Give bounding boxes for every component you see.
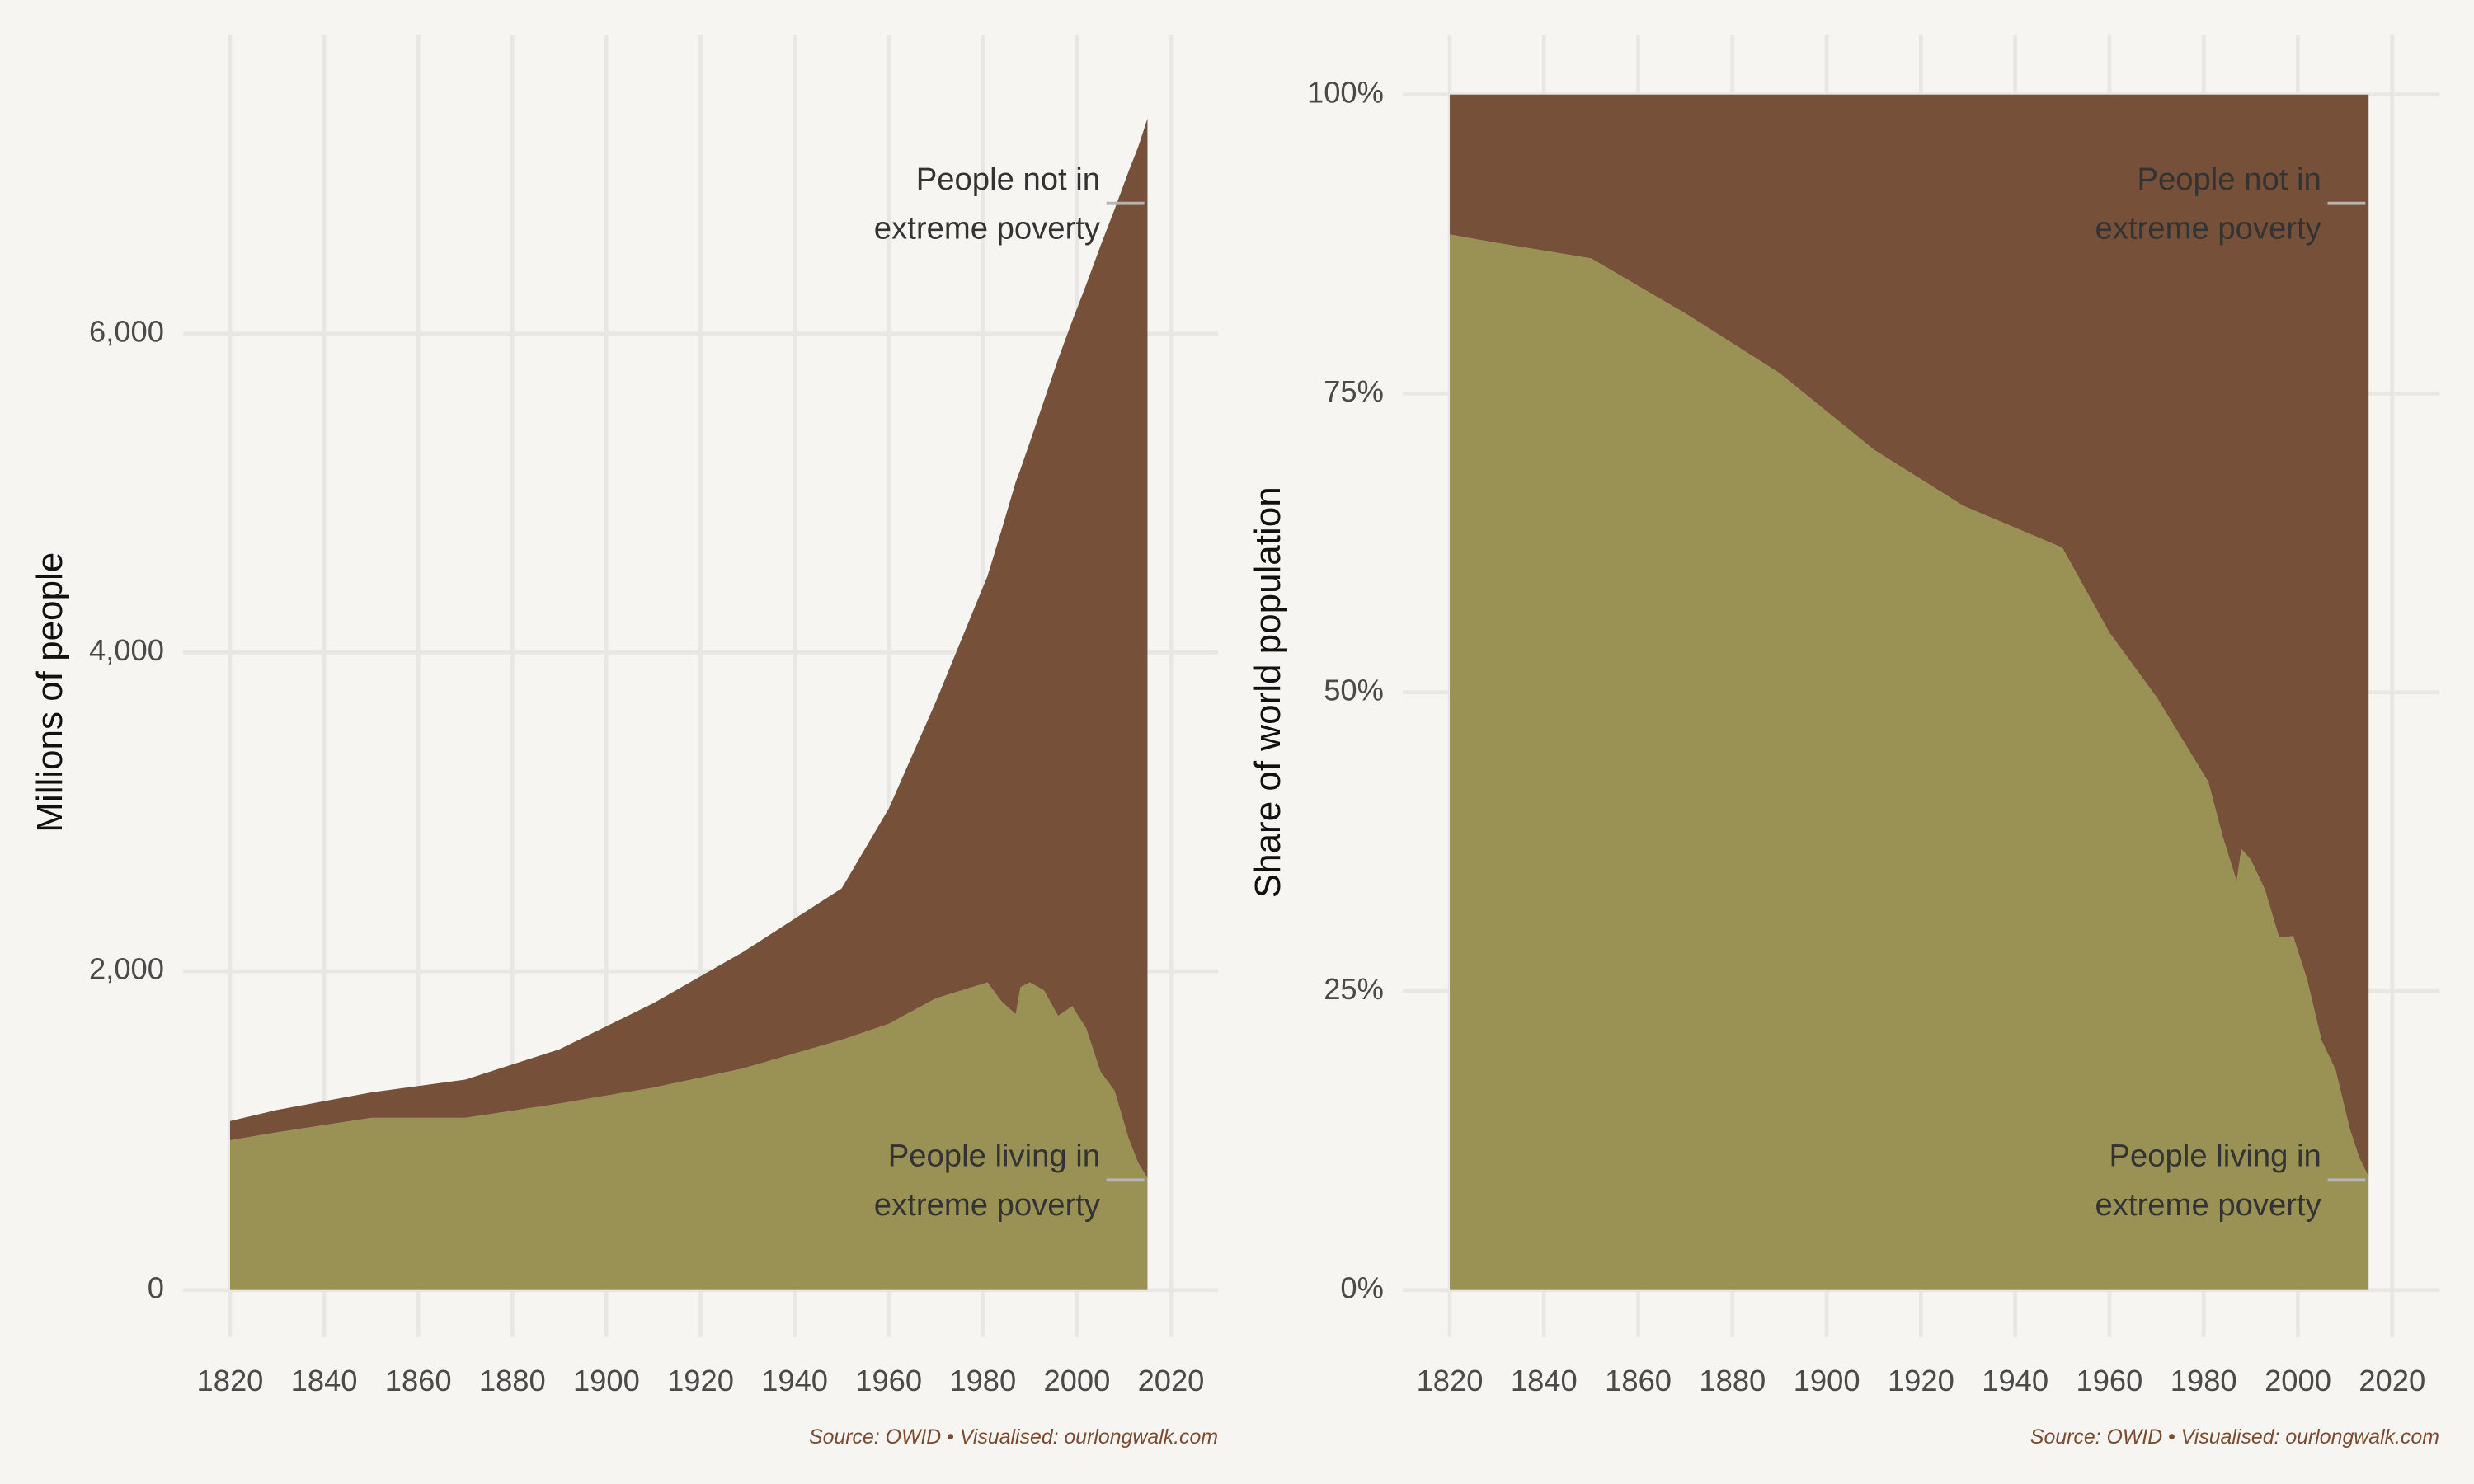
x-tick-label: 1880 [1699,1364,1766,1397]
annotation: People not in [916,162,1100,197]
annotation: extreme poverty [874,210,1101,246]
x-tick-label: 1840 [291,1364,358,1397]
y-tick-label: 2,000 [89,952,164,986]
x-tick-label: 1880 [479,1364,546,1397]
x-tick-label: 2020 [2359,1364,2425,1397]
x-tick-label: 1940 [761,1364,828,1397]
source: Source: OWID • Visualised: ourlongwalk.c… [2030,1425,2439,1449]
annotation: extreme poverty [2095,1187,2322,1223]
annotation: People living in [888,1139,1100,1174]
area [229,982,1148,1290]
area [1450,94,2369,1176]
y-tick-label: 75% [1324,374,1384,408]
y-tick-label: 100% [1307,75,1384,109]
x-tick-label: 1940 [1982,1364,2048,1397]
y-tick-label: 4,000 [89,633,164,667]
annotation: extreme poverty [874,1187,1101,1223]
source: Source: OWID • Visualised: ourlongwalk.c… [809,1425,1218,1449]
y-tick-label: 0 [148,1270,164,1304]
x-tick-label: 2020 [1138,1364,1205,1397]
y-tick-label: 25% [1324,972,1384,1006]
annotation: People living in [2109,1139,2321,1174]
annotation: People not in [2137,162,2321,197]
x-tick-label: 2000 [1043,1364,1110,1397]
x-tick-label: 1900 [1794,1364,1860,1397]
x-tick-label: 1980 [2171,1364,2237,1397]
x-tick-label: 1860 [1605,1364,1672,1397]
x-tick-label: 2000 [2265,1364,2331,1397]
x-tick-label: 1900 [573,1364,640,1397]
y-tick-label: 50% [1324,673,1384,707]
x-tick-label: 1860 [385,1364,452,1397]
annotation: extreme poverty [2095,210,2322,246]
x-tick-label: 1820 [197,1364,264,1397]
x-tick-label: 1960 [855,1364,922,1397]
y-tick-label: 6,000 [89,314,164,348]
x-tick-label: 1980 [949,1364,1016,1397]
x-tick-label: 1920 [1888,1364,1954,1397]
x-tick-label: 1820 [1417,1364,1484,1397]
x-tick-label: 1920 [667,1364,734,1397]
y-axis-title: Share of world population [1248,486,1288,898]
area [1450,234,2369,1290]
x-tick-label: 1960 [2077,1364,2143,1397]
y-tick-label: 0% [1340,1270,1384,1304]
x-tick-label: 1840 [1511,1364,1578,1397]
area [229,118,1148,1179]
y-axis-title: Millions of people [30,552,70,833]
